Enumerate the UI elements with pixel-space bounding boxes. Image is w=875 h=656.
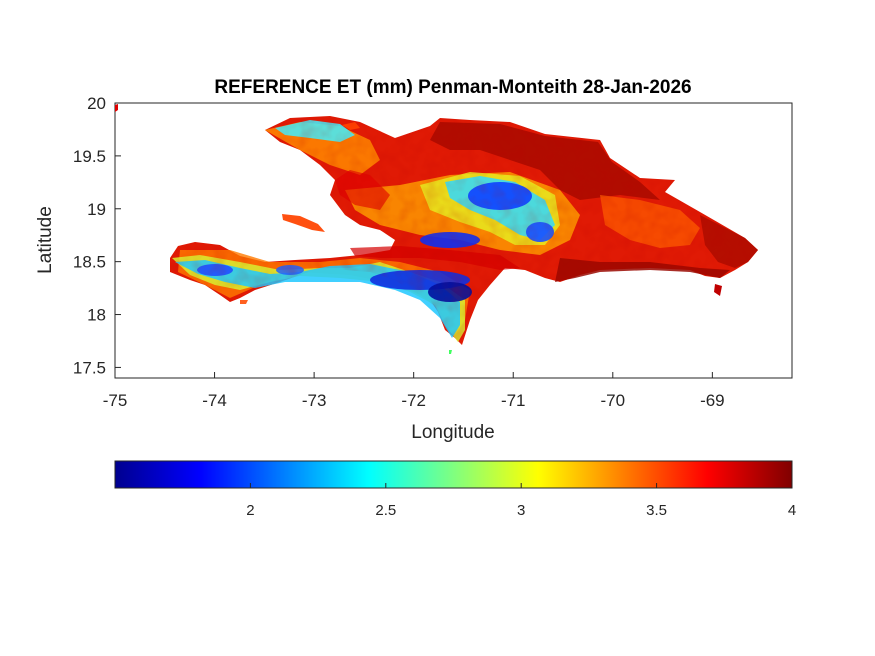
y-tick-label: 19 bbox=[87, 200, 106, 219]
x-tick-label: -73 bbox=[302, 391, 327, 410]
colorbar bbox=[114, 460, 793, 489]
land-beata bbox=[449, 350, 452, 354]
y-tick-label: 20 bbox=[87, 94, 106, 113]
y-tick-label: 18 bbox=[87, 306, 106, 325]
colorbar-tick-label: 4 bbox=[788, 502, 796, 519]
x-tick-label: -71 bbox=[501, 391, 526, 410]
land-gonave bbox=[282, 214, 325, 232]
land-vache bbox=[240, 300, 248, 304]
x-tick-label: -74 bbox=[202, 391, 227, 410]
y-tick-label: 19.5 bbox=[73, 147, 106, 166]
colorbar-tick-label: 3.5 bbox=[646, 502, 667, 519]
x-tick-label: -70 bbox=[601, 391, 626, 410]
land-corner-speck bbox=[115, 104, 118, 112]
colorbar-ticks: 2 2.5 3 3.5 4 bbox=[246, 483, 796, 519]
x-axis-label: Longitude bbox=[411, 422, 494, 443]
y-axis: 20 19.5 19 18.5 18 17.5 bbox=[73, 94, 121, 377]
x-tick-label: -69 bbox=[700, 391, 725, 410]
texture-overlay bbox=[170, 116, 758, 345]
colorbar-tick-label: 2.5 bbox=[375, 502, 396, 519]
y-tick-label: 18.5 bbox=[73, 253, 106, 272]
colorbar-tick-label: 3 bbox=[517, 502, 525, 519]
y-tick-label: 17.5 bbox=[73, 358, 106, 377]
x-tick-label: -75 bbox=[103, 391, 128, 410]
y-axis-label: Latitude bbox=[35, 206, 56, 274]
x-axis: -75 -74 -73 -72 -71 -70 -69 bbox=[103, 372, 725, 410]
x-tick-label: -72 bbox=[401, 391, 426, 410]
land-saona bbox=[714, 284, 722, 296]
map-title: REFERENCE ET (mm) Penman-Monteith 28-Jan… bbox=[214, 77, 691, 98]
map-layer bbox=[115, 104, 758, 354]
colorbar-tick-label: 2 bbox=[246, 502, 254, 519]
